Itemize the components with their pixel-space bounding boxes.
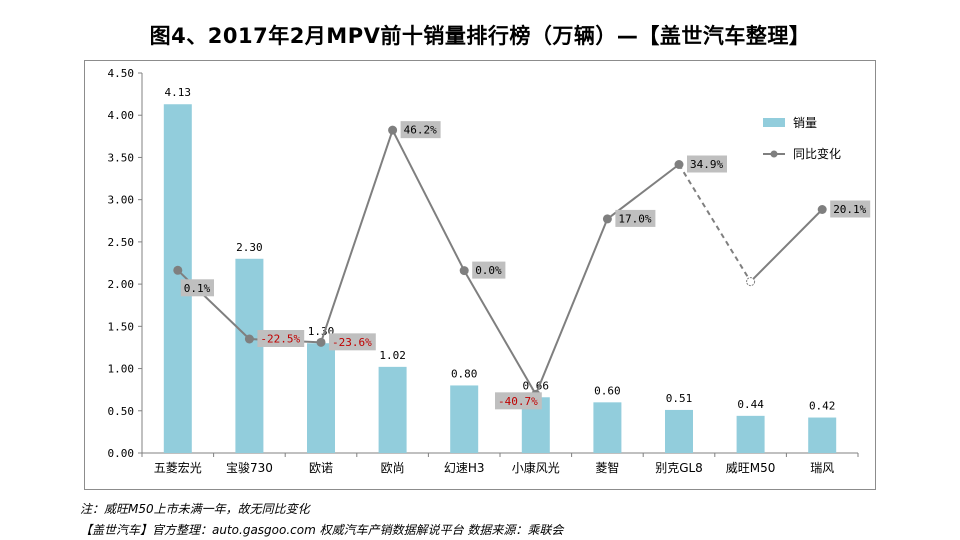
line-label-box (687, 155, 727, 173)
line-value-label: 17.0% (618, 212, 651, 225)
bar-value-label: 2.30 (236, 241, 263, 254)
x-category-label: 幻速H3 (444, 461, 485, 475)
line-value-label: -40.7% (498, 395, 538, 408)
line-segment (606, 163, 680, 220)
bar (235, 258, 264, 453)
line-value-label: 20.1% (833, 203, 866, 216)
line-label-box (472, 261, 506, 279)
line-label-box (495, 392, 542, 410)
legend-swatch-bar (763, 118, 785, 127)
line-segment (463, 270, 537, 395)
line-point (674, 160, 684, 170)
legend-label-line: 同比变化 (793, 146, 841, 161)
y-tick-label: 1.00 (108, 363, 135, 376)
x-category-label: 威旺M50 (726, 461, 776, 475)
line-label-box (257, 330, 305, 347)
line-value-label: 46.2% (404, 124, 437, 137)
legend-swatch-marker (770, 150, 778, 158)
bar-value-label: 0.42 (809, 400, 836, 413)
bar-value-label: 4.13 (165, 86, 192, 99)
chart-title: 图4、2017年2月MPV前十销量排行榜（万辆）—【盖世汽车整理】 (149, 24, 811, 48)
line-value-label: 0.1% (184, 282, 211, 295)
line-value-label: -23.6% (332, 336, 372, 349)
x-category-label: 菱智 (595, 460, 619, 475)
line-point (388, 125, 398, 135)
bar (307, 343, 335, 453)
x-category-label: 小康风光 (512, 460, 560, 475)
chart-frame (84, 60, 876, 490)
line-point (316, 337, 326, 347)
bar-value-label: 1.30 (308, 325, 335, 338)
bar (378, 366, 407, 453)
legend-label-bar: 销量 (793, 116, 817, 130)
y-tick-label: 2.50 (108, 236, 135, 249)
bar (736, 415, 765, 453)
x-category-label: 欧诺 (309, 461, 333, 475)
line-point (244, 334, 254, 344)
line-point (602, 214, 612, 224)
y-tick-label: 4.00 (108, 109, 135, 122)
line-value-label: -22.5% (260, 333, 300, 346)
line-value-label: 34.9% (690, 158, 723, 171)
bar (665, 409, 693, 453)
legend: 销量 同比变化 (763, 116, 841, 161)
line-point-missing (746, 277, 756, 287)
y-tick-label: 4.50 (108, 67, 135, 80)
bar-value-label: 0.51 (666, 392, 693, 405)
line-segment (320, 129, 394, 343)
line-segment (391, 129, 466, 272)
y-tick-label: 0.00 (108, 447, 135, 460)
bar-value-label: 0.80 (451, 367, 478, 380)
line-label-box (400, 121, 441, 139)
x-category-label: 五菱宏光 (154, 460, 202, 475)
line-label-box (830, 200, 871, 218)
y-tick-label: 3.00 (108, 194, 135, 207)
line-label-box (329, 333, 376, 351)
y-tick-label: 1.50 (108, 320, 135, 333)
x-category-label: 别克GL8 (655, 461, 703, 475)
x-category-label: 瑞风 (810, 461, 834, 475)
line-segment (534, 218, 609, 395)
source-note: 【盖世汽车】官方整理：auto.gasgoo.com 权威汽车产销数据解说平台 … (80, 523, 564, 537)
line-point (459, 266, 469, 276)
y-tick-label: 0.50 (108, 405, 135, 418)
line-segment-dashed (678, 163, 752, 283)
line-label-box (615, 209, 656, 227)
line-value-label: 0.0% (475, 264, 502, 277)
y-tick-label: 2.00 (108, 278, 135, 291)
line-segment (749, 208, 823, 283)
line-point (173, 265, 183, 275)
line-series: 0.1% -22.5% -23.6% 46.2% 0.0% -40.7% 17.0% 34.9… (173, 121, 871, 410)
bar (593, 402, 622, 453)
line-label-box (180, 279, 214, 297)
footnote: 注：威旺M50上市未满一年，故无同比变化 (80, 502, 310, 516)
bar-value-label: 1.02 (379, 349, 406, 362)
x-category-label: 宝骏730 (226, 461, 273, 475)
bar-value-label: 0.44 (737, 398, 764, 411)
bar-value-label: 0.60 (594, 384, 621, 397)
bar (450, 385, 479, 453)
y-tick-label: 3.50 (108, 151, 135, 164)
bar (808, 417, 837, 453)
line-point (817, 204, 827, 214)
x-category-label: 欧尚 (381, 461, 405, 475)
